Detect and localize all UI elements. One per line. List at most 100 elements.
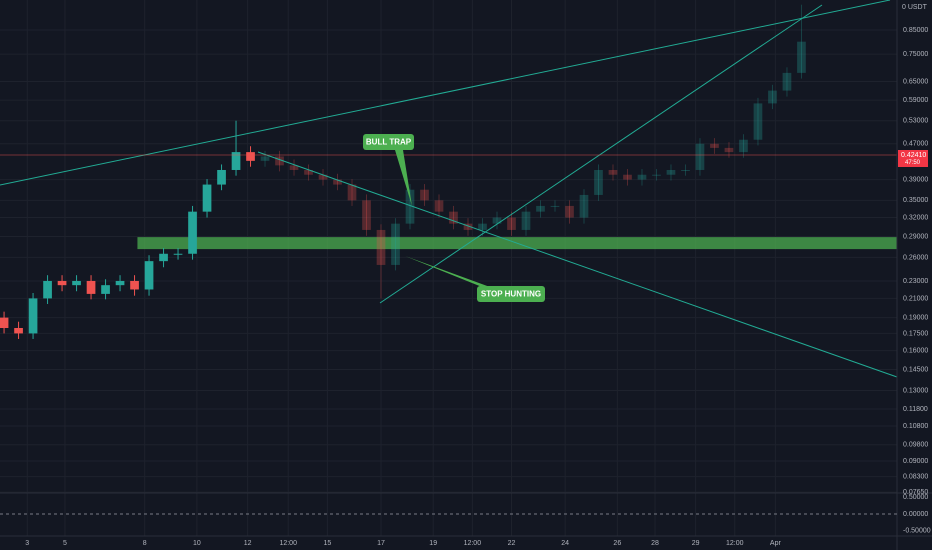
y-tick-label: 0.09800: [903, 442, 928, 449]
candle-body: [28, 298, 38, 334]
y-tick-label: 0.08300: [903, 473, 928, 480]
candle-body: [594, 169, 603, 195]
candle-body: [768, 90, 777, 104]
candle-body: [521, 211, 531, 230]
candle-body: [420, 189, 429, 201]
x-tick-label: 15: [323, 540, 331, 547]
y-tick-label: 0.11800: [903, 406, 928, 413]
candle-body: [797, 41, 806, 73]
candle-body: [623, 174, 632, 180]
candle-body: [391, 223, 400, 265]
y-tick-label: 0.47000: [903, 141, 928, 148]
candle-body: [173, 253, 183, 255]
candle-body: [405, 189, 415, 224]
candle-body: [130, 280, 139, 290]
candle-body: [275, 156, 284, 166]
trend-line: [379, 4, 823, 304]
x-tick-label: 19: [429, 540, 437, 547]
candle-body: [115, 280, 125, 286]
y-tick-label: 0.65000: [903, 78, 928, 85]
y-tick-label: 0.13000: [903, 387, 928, 394]
candle-body: [507, 217, 516, 230]
callout-pointer: [405, 256, 490, 287]
candle-body: [101, 285, 110, 294]
axis-top-label: 0 USDT: [902, 4, 928, 11]
x-tick-label: 10: [193, 540, 201, 547]
candle-body: [57, 280, 67, 286]
y-tick-label: 0.32000: [903, 214, 928, 221]
candle-body: [782, 72, 792, 91]
candle-body: [289, 165, 299, 170]
candle-body: [681, 169, 690, 171]
osc-tick-label: 0.50000: [903, 494, 928, 501]
candle-body: [260, 156, 270, 161]
price-tag-sub: 47:50: [905, 160, 921, 166]
x-tick-label: 12:00: [726, 540, 744, 547]
x-tick-label: Apr: [770, 540, 782, 547]
candle-body: [753, 103, 763, 140]
y-tick-label: 0.09000: [903, 458, 928, 465]
candle-body: [652, 174, 661, 176]
y-tick-label: 0.19000: [903, 314, 928, 321]
candle-body: [43, 280, 52, 299]
candle-body: [144, 261, 154, 290]
x-tick-label: 22: [508, 540, 516, 547]
y-tick-label: 0.59000: [903, 97, 928, 104]
candle-body: [217, 169, 226, 185]
candle-body: [492, 217, 502, 224]
price-tag: [898, 150, 928, 167]
y-tick-label: 0.23000: [903, 278, 928, 285]
candle-body: [159, 253, 168, 262]
x-tick-label: 8: [143, 540, 147, 547]
candle-body: [666, 169, 676, 175]
annotation: STOP HUNTING: [481, 290, 541, 299]
x-tick-label: 24: [561, 540, 569, 547]
x-tick-label: 12:00: [279, 540, 297, 547]
candle-body: [376, 229, 386, 265]
trend-line: [257, 151, 898, 378]
x-tick-label: 12:00: [464, 540, 482, 547]
candle-body: [202, 184, 212, 212]
candle-body: [739, 139, 748, 153]
x-tick-label: 17: [377, 540, 385, 547]
x-tick-label: 26: [613, 540, 621, 547]
candle-body: [347, 184, 357, 201]
candle-body: [14, 328, 23, 334]
callout: [477, 286, 545, 302]
candle-body: [333, 179, 342, 185]
price-tag-value: 0.42410: [901, 152, 926, 159]
candle-body: [579, 194, 589, 218]
x-tick-label: 28: [651, 540, 659, 547]
y-tick-label: 0.07650: [903, 489, 928, 496]
x-tick-label: 29: [692, 540, 700, 547]
candle-body: [86, 280, 96, 294]
candle-body: [463, 223, 473, 230]
x-tick-label: 3: [25, 540, 29, 547]
candle-body: [362, 200, 371, 230]
y-tick-label: 0.35000: [903, 197, 928, 204]
candle-body: [536, 205, 545, 212]
osc-tick-label: -0.50000: [903, 528, 931, 535]
y-tick-label: 0.16000: [903, 347, 928, 354]
candle-body: [0, 317, 9, 329]
candle-body: [434, 200, 444, 212]
candle-body: [246, 152, 255, 161]
candle-body: [318, 174, 328, 180]
candle-body: [637, 174, 647, 180]
candle-body: [565, 205, 574, 218]
y-tick-label: 0.53000: [903, 118, 928, 125]
candle-body: [304, 169, 313, 175]
y-tick-label: 0.39000: [903, 176, 928, 183]
candle-body: [695, 143, 705, 170]
candle-body: [724, 147, 734, 153]
annotation: BULL TRAP: [366, 138, 412, 147]
x-tick-label: 12: [244, 540, 252, 547]
y-tick-label: 0.26000: [903, 254, 928, 261]
candle-body: [449, 211, 458, 224]
callout-pointer: [395, 150, 412, 206]
y-tick-label: 0.17500: [903, 330, 928, 337]
callout: [363, 134, 414, 150]
y-tick-label: 0.75000: [903, 51, 928, 58]
trend-line: [0, 0, 891, 186]
